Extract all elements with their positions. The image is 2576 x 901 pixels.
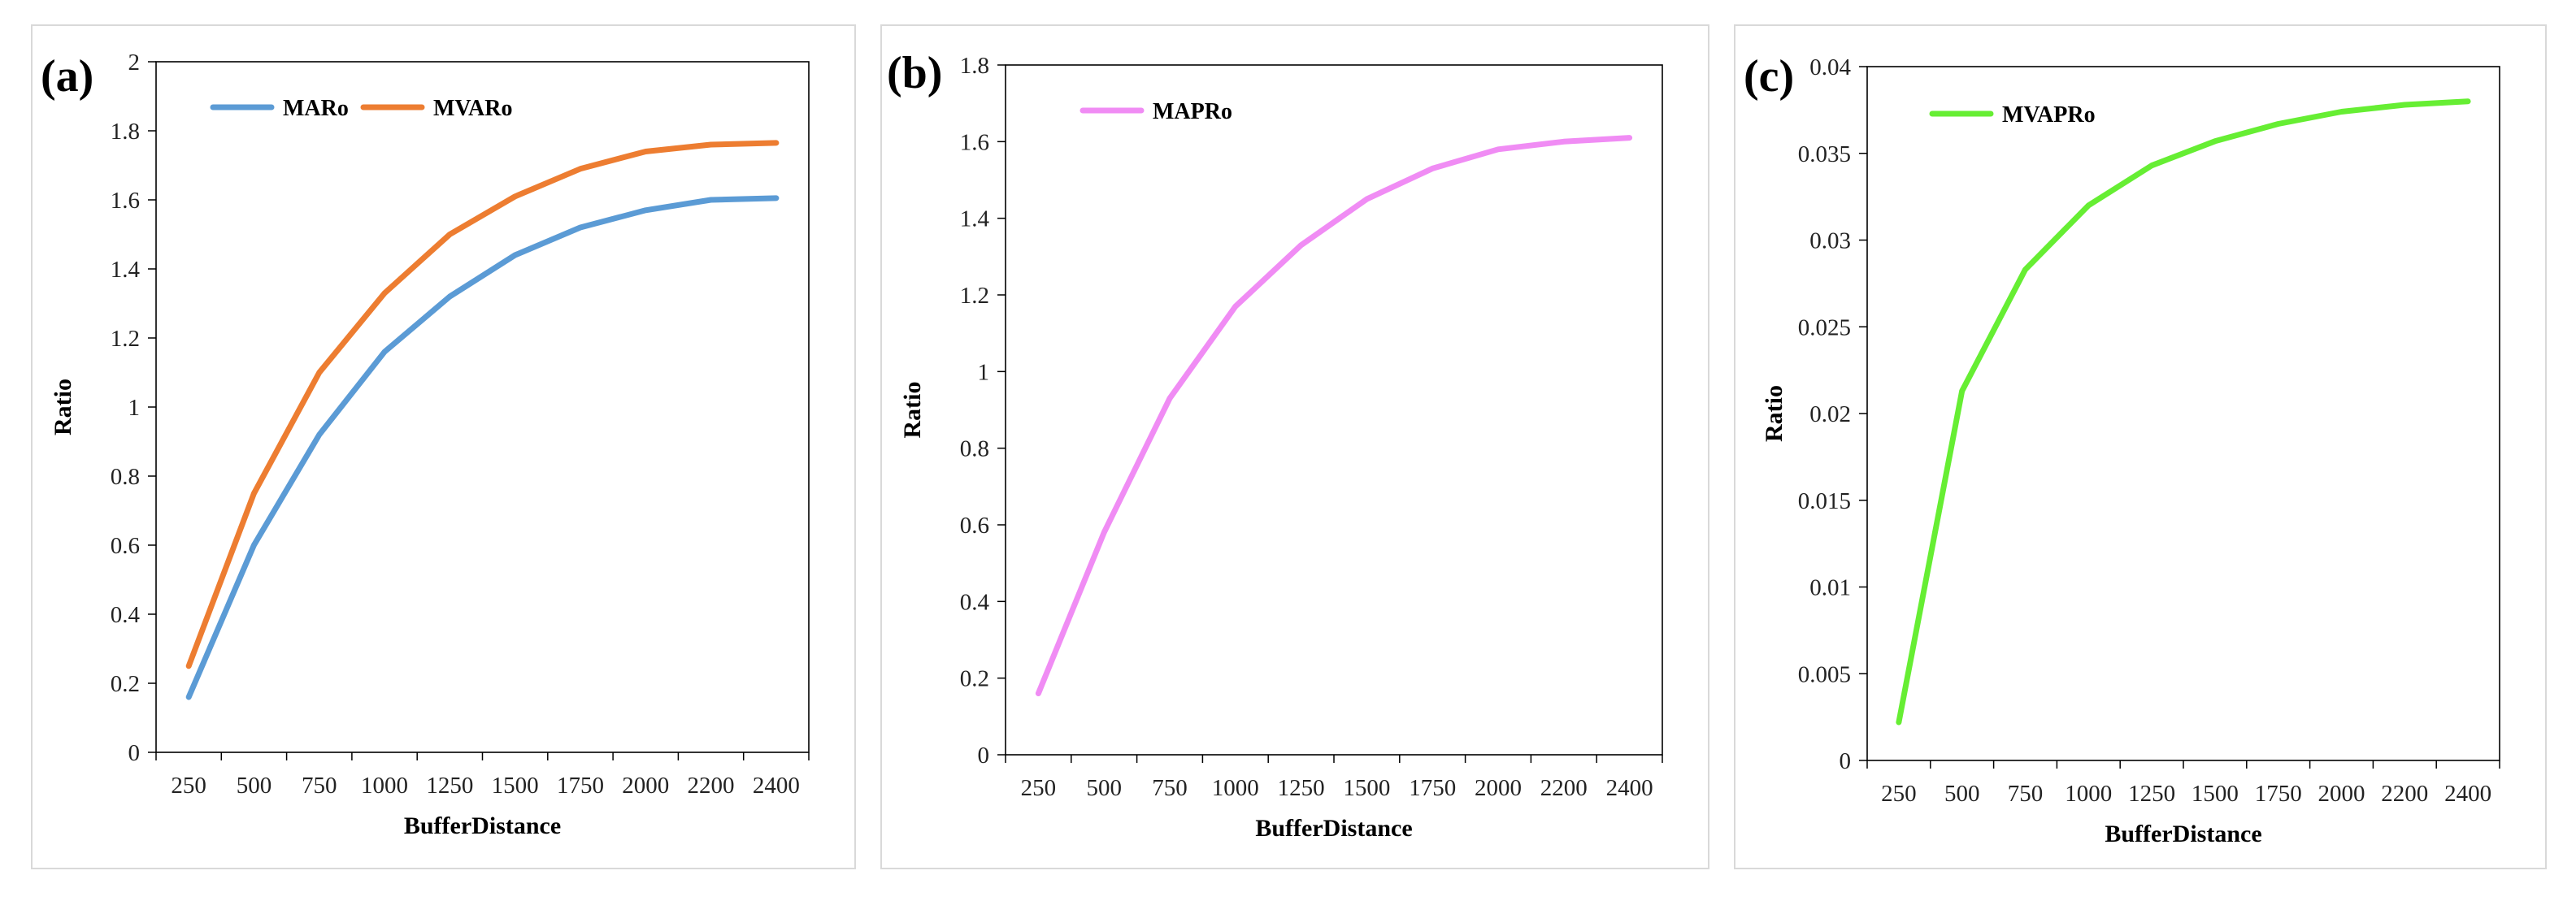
series-line-mvapro: [1896, 98, 2471, 726]
y-tick-label: 0.8: [111, 464, 140, 490]
y-tick-label: 1.2: [960, 283, 989, 309]
chart-b-svg: (b) 0 0.2 0.4 0.6 0.8 1 1.2 1.4 1.6 1.8 250 500 750 10…: [887, 48, 1663, 842]
y-tick-label: 1: [128, 395, 141, 421]
x-tick-label: 1250: [2128, 781, 2175, 807]
y-tick-label: 0.04: [1809, 54, 1851, 80]
y-tick-label: 0.4: [960, 589, 990, 615]
x-tick-label: 500: [1944, 781, 1980, 807]
x-tick-label: 2200: [688, 773, 735, 799]
x-tick-label: 750: [1152, 775, 1188, 801]
y-tick-label: 0.8: [960, 436, 989, 462]
x-tick-label: 2200: [2381, 781, 2428, 807]
y-tick-label: 0.2: [111, 671, 140, 697]
x-tick-label: 2000: [1475, 775, 1522, 801]
series-line-mvaro: [185, 140, 780, 669]
x-tick-label: 250: [171, 773, 206, 799]
x-tick-label: 500: [1086, 775, 1122, 801]
series-line-maro: [185, 195, 780, 700]
x-tick-label: 1750: [2255, 781, 2302, 807]
chart-panel-a: (a) 0 0.2 0.4 0.6 0.8 1 1.2 1.4 1.6 1.8 2 250 500 750 1…: [31, 24, 856, 869]
y-axis-title: Ratio: [899, 382, 926, 439]
x-tick-label: 250: [1881, 781, 1917, 807]
x-axis-title: BufferDistance: [1255, 815, 1412, 842]
y-tick-label: 0.4: [111, 602, 141, 628]
y-tick-label: 0.6: [960, 513, 989, 539]
panel-label: (a): [41, 51, 93, 102]
y-tick-label: 1.8: [111, 119, 140, 145]
legend-label-mapro: MAPRo: [1153, 99, 1232, 124]
legend-label-mvaro: MVARo: [433, 96, 512, 121]
chart-c-svg: (c) 0 0.005 0.01 0.015 0.02 0.025 0.03 0.035 0.04…: [1744, 51, 2500, 847]
y-tick-label: 0: [978, 743, 990, 769]
plot-frame: [1866, 66, 2500, 761]
chart-panel-b: (b) 0 0.2 0.4 0.6 0.8 1 1.2 1.4 1.6 1.8 250 500 750 10…: [880, 24, 1709, 869]
y-tick-label: 2: [128, 50, 141, 76]
x-axis-title: BufferDistance: [404, 812, 561, 839]
y-tick-label: 0.01: [1809, 575, 1851, 601]
x-tick-label: 2000: [622, 773, 669, 799]
x-tick-label: 1000: [2065, 781, 2112, 807]
y-tick-label: 1.4: [960, 206, 990, 232]
y-tick-label: 0.2: [960, 666, 989, 692]
y-tick-label: 1.6: [111, 188, 140, 214]
y-tick-label: 0.025: [1798, 314, 1851, 340]
y-tick-label: 0: [1840, 748, 1852, 774]
x-axis-title: BufferDistance: [2105, 821, 2261, 847]
x-tick-label: 1500: [1343, 775, 1390, 801]
y-tick-label: 0.02: [1809, 401, 1851, 427]
x-tick-label: 750: [2008, 781, 2044, 807]
y-tick-label: 0.035: [1798, 141, 1851, 167]
x-tick-label: 1250: [1278, 775, 1325, 801]
y-tick-label: 0.015: [1798, 488, 1851, 514]
x-tick-label: 2400: [2444, 781, 2491, 807]
chart-a-svg: (a) 0 0.2 0.4 0.6 0.8 1 1.2 1.4 1.6 1.8 2 250 500 750 1…: [41, 50, 810, 839]
y-tick-label: 1.2: [111, 326, 140, 352]
x-tick-label: 1500: [2192, 781, 2239, 807]
y-axis-title: Ratio: [1761, 385, 1788, 442]
y-tick-label: 1.6: [960, 129, 989, 155]
y-tick-label: 0.005: [1798, 661, 1851, 687]
x-tick-label: 1000: [1212, 775, 1259, 801]
y-tick-label: 1.8: [960, 53, 989, 79]
y-tick-label: 1: [978, 359, 990, 385]
y-axis-title: Ratio: [50, 379, 76, 435]
x-tick-label: 750: [302, 773, 337, 799]
panel-label: (c): [1744, 51, 1794, 102]
x-tick-label: 1250: [426, 773, 473, 799]
series-line-mapro: [1035, 135, 1633, 696]
y-tick-label: 0: [128, 740, 141, 766]
x-tick-label: 1500: [492, 773, 539, 799]
x-tick-label: 250: [1021, 775, 1057, 801]
x-tick-label: 1750: [557, 773, 604, 799]
y-tick-label: 0.6: [111, 533, 140, 559]
plot-frame: [155, 61, 810, 753]
legend-label-maro: MARo: [283, 96, 349, 121]
y-tick-label: 0.03: [1809, 228, 1851, 254]
x-tick-label: 2000: [2318, 781, 2365, 807]
x-tick-label: 1000: [361, 773, 408, 799]
x-tick-label: 2400: [1606, 775, 1653, 801]
plot-frame: [1005, 64, 1663, 756]
x-tick-label: 500: [237, 773, 272, 799]
x-tick-label: 2400: [753, 773, 800, 799]
y-tick-label: 1.4: [111, 257, 141, 283]
legend-label-mvapro: MVAPRo: [2002, 102, 2096, 128]
x-tick-label: 1750: [1409, 775, 1456, 801]
chart-panel-c: (c) 0 0.005 0.01 0.015 0.02 0.025 0.03 0.035 0.04…: [1734, 24, 2547, 869]
x-tick-label: 2200: [1540, 775, 1588, 801]
panel-label: (b): [887, 48, 942, 98]
